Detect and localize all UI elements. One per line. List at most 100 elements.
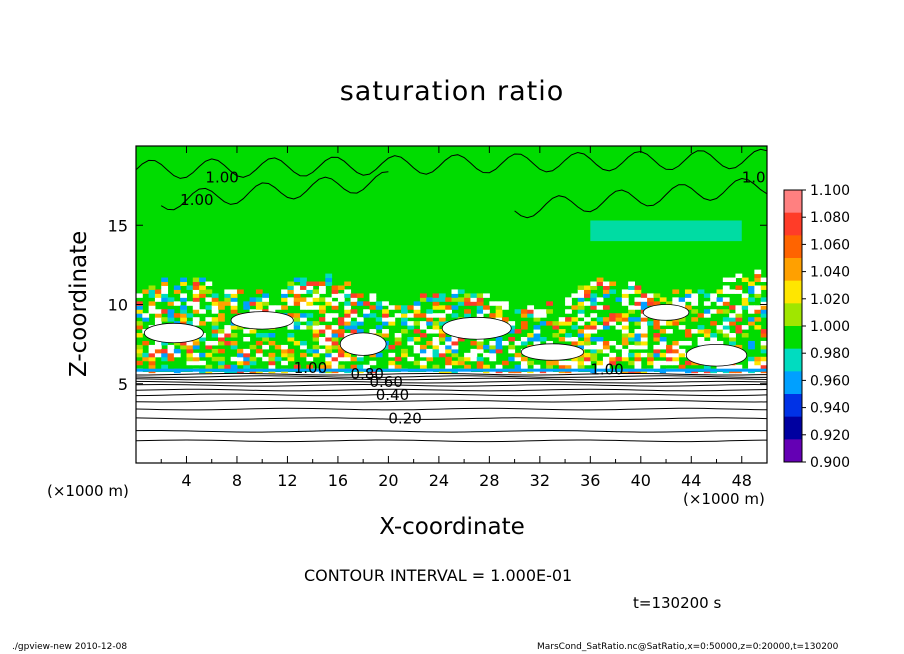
- cloud-cell: [224, 325, 232, 330]
- cloud-cell: [438, 293, 446, 298]
- cloud-blob: [520, 343, 585, 361]
- cloud-cell: [722, 277, 730, 283]
- cloud-cell: [344, 321, 352, 326]
- cloud-cell: [722, 285, 730, 290]
- colorbar-swatch: [784, 190, 802, 214]
- contour-label: 0.40: [376, 386, 409, 404]
- cloud-cell: [230, 305, 238, 310]
- cloud-cell: [596, 364, 604, 370]
- cloud-cell: [394, 336, 402, 342]
- cloud-cell: [527, 336, 535, 342]
- cloud-cell: [325, 329, 333, 334]
- cloud-cell: [236, 356, 244, 362]
- cloud-cell: [369, 305, 377, 310]
- cloud-cell: [754, 269, 762, 275]
- contour-line: [136, 380, 767, 384]
- cloud-cell: [571, 336, 579, 342]
- y-tick-label: 5: [118, 375, 128, 394]
- cloud-cell: [596, 317, 604, 322]
- x-axis: 4 8 12 16 20 24 28 32 36 40 44 48: [160, 146, 752, 490]
- cloud-cell: [413, 305, 421, 310]
- cloud-cell: [678, 325, 686, 330]
- cloud-cell: [300, 317, 307, 322]
- cloud-cell: [640, 340, 648, 346]
- cloud-cell: [306, 321, 314, 326]
- cloud-cell: [262, 333, 270, 338]
- x-tick-label: 24: [429, 471, 449, 490]
- cloud-cell: [407, 325, 415, 330]
- cloud-cell: [653, 360, 661, 366]
- cloud-cell: [325, 301, 333, 306]
- colorbar-label: 1.040: [810, 265, 850, 281]
- cloud-cell: [388, 321, 396, 326]
- cloud-cell: [621, 336, 629, 342]
- cloud-cell: [684, 289, 692, 294]
- cloud-cell: [230, 301, 238, 306]
- cloud-cell: [760, 356, 767, 362]
- cloud-cell: [432, 329, 440, 334]
- cloud-cell: [640, 333, 648, 338]
- cloud-cell: [659, 336, 667, 342]
- cloud-cell: [306, 364, 314, 370]
- cloud-cell: [451, 289, 459, 294]
- cloud-cell: [684, 360, 692, 366]
- cloud-cell: [350, 301, 358, 306]
- contour-line: [136, 417, 767, 420]
- cloud-cell: [659, 329, 667, 334]
- cloud-cell: [464, 301, 471, 306]
- cloud-cell: [186, 344, 194, 350]
- cloud-cell: [148, 360, 156, 366]
- cloud-cell: [293, 277, 301, 283]
- cloud-cell: [224, 329, 232, 334]
- cloud-cell: [224, 301, 232, 306]
- cloud-cell: [697, 340, 705, 346]
- cloud-cell: [748, 340, 755, 346]
- cloud-cell: [136, 309, 143, 314]
- cloud-cell: [558, 321, 566, 326]
- cloud-cell: [445, 344, 452, 350]
- cloud-cell: [729, 364, 736, 370]
- cloud-cell: [678, 301, 686, 306]
- cloud-cell: [584, 325, 591, 330]
- cloud-cell: [331, 352, 339, 358]
- cloud-cell: [382, 309, 389, 314]
- colorbar-label: 1.060: [810, 237, 850, 253]
- cloud-cell: [520, 309, 528, 314]
- cloud-cell: [192, 321, 200, 326]
- cloud-cell: [741, 333, 749, 338]
- cloud-cell: [552, 333, 560, 338]
- cloud-cell: [432, 344, 440, 350]
- cloud-cell: [609, 356, 617, 362]
- cloud-cell: [584, 352, 591, 358]
- cloud-cell: [331, 336, 339, 342]
- contour-label-group: 0.20 0.400.600.80 1.00 1.00 1.00 1.00 1.00: [180, 169, 767, 428]
- cloud-cell: [249, 360, 257, 366]
- cloud-cell: [621, 293, 629, 298]
- cloud-cell: [748, 309, 755, 314]
- cloud-cell: [300, 289, 307, 294]
- cloud-cell: [640, 344, 648, 350]
- x-axis-label: X-coordinate: [379, 514, 525, 540]
- cloud-cell: [754, 305, 762, 310]
- cloud-cell: [136, 301, 143, 306]
- cloud-cell: [136, 321, 143, 326]
- cloud-cell: [318, 285, 326, 290]
- cloud-cell: [729, 313, 736, 318]
- cloud-cell: [306, 305, 314, 310]
- cloud-cell: [180, 344, 187, 350]
- cloud-cell: [483, 352, 490, 358]
- cloud-cell: [691, 301, 699, 306]
- cloud-cell: [154, 293, 162, 298]
- cloud-cell: [748, 356, 755, 362]
- cloud-cell: [167, 344, 175, 350]
- cloud-cell: [552, 360, 560, 366]
- cloud-cell: [754, 289, 762, 294]
- cloud-cell: [615, 356, 623, 362]
- cloud-cell: [407, 336, 415, 342]
- cloud-cell: [584, 336, 591, 342]
- cloud-cell: [148, 356, 156, 362]
- cloud-cell: [533, 336, 541, 342]
- cloud-cell: [672, 352, 680, 358]
- cloud-cell: [565, 364, 572, 370]
- cloud-cell: [520, 340, 528, 346]
